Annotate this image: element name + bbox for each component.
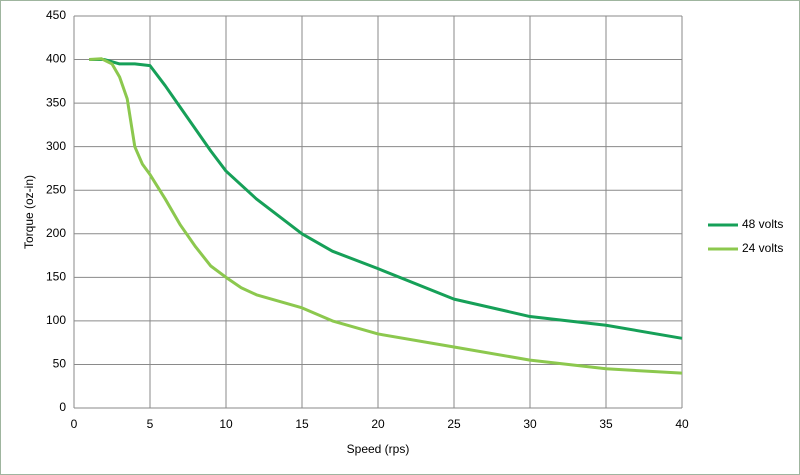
y-tick-label: 50	[53, 357, 67, 371]
x-tick-label: 20	[371, 417, 385, 431]
y-tick-label: 300	[46, 139, 66, 153]
x-axis-label: Speed (rps)	[347, 442, 410, 456]
x-tick-label: 30	[523, 417, 537, 431]
y-axis-label: Torque (oz-in)	[22, 175, 36, 249]
y-tick-label: 200	[46, 226, 66, 240]
y-tick-label: 250	[46, 182, 66, 196]
x-tick-label: 15	[295, 417, 309, 431]
y-tick-label: 350	[46, 95, 66, 109]
data-line	[89, 57, 683, 375]
legend-label: 24 volts	[742, 241, 783, 255]
x-tick-label: 10	[219, 417, 233, 431]
y-tick-label: 450	[46, 8, 66, 22]
y-tick-label: 400	[46, 52, 66, 66]
x-tick-label: 0	[71, 417, 78, 431]
y-tick-label: 100	[46, 313, 66, 327]
x-tick-label: 25	[447, 417, 461, 431]
y-tick-label: 150	[46, 270, 66, 284]
data-line	[89, 58, 683, 340]
legend-label: 48 volts	[742, 217, 783, 231]
x-tick-label: 5	[147, 417, 154, 431]
y-tick-label: 0	[59, 400, 66, 414]
x-tick-label: 35	[599, 417, 613, 431]
x-tick-label: 40	[675, 417, 689, 431]
